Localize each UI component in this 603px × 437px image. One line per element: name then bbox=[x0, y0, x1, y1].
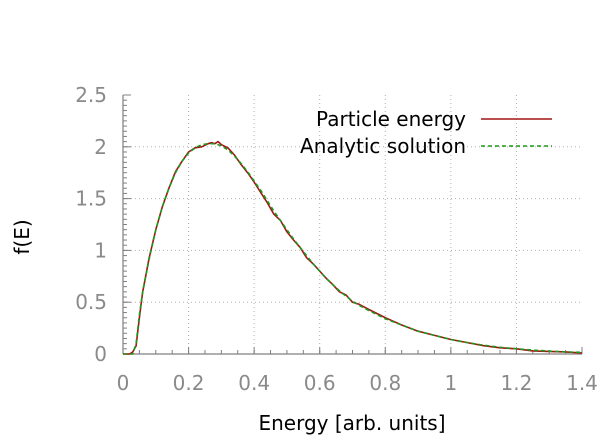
x-tick-label: 0.8 bbox=[369, 371, 401, 395]
x-tick-label: 0.6 bbox=[304, 371, 336, 395]
y-tick-label: 1 bbox=[94, 238, 107, 262]
x-axis-title: Energy [arb. units] bbox=[258, 411, 445, 435]
axes bbox=[122, 94, 583, 355]
x-tick-label: 0.2 bbox=[173, 371, 205, 395]
legend-label: Analytic solution bbox=[300, 134, 466, 158]
legend: Particle energy Analytic solution bbox=[300, 107, 552, 158]
x-tick-label: 1.4 bbox=[566, 371, 598, 395]
y-tick-label: 2 bbox=[94, 135, 107, 159]
x-tick-label: 0.4 bbox=[238, 371, 270, 395]
x-tick-label: 1 bbox=[444, 371, 457, 395]
y-tick-labels: 0 0.5 1 1.5 2 2.5 bbox=[75, 83, 107, 366]
x-tick-label: 0 bbox=[117, 371, 130, 395]
y-tick-label: 0.5 bbox=[75, 290, 107, 314]
y-tick-label: 0 bbox=[94, 342, 107, 366]
series-line-analytic-solution bbox=[123, 142, 583, 355]
legend-label: Particle energy bbox=[316, 107, 466, 131]
x-tick-labels: 0 0.2 0.4 0.6 0.8 1 1.2 1.4 bbox=[117, 371, 598, 395]
series bbox=[123, 140, 583, 355]
y-tick-label: 1.5 bbox=[75, 187, 107, 211]
y-axis-title: f(E) bbox=[10, 219, 34, 254]
y-tick-label: 2.5 bbox=[75, 83, 107, 107]
x-tick-label: 1.2 bbox=[501, 371, 533, 395]
series-line-particle-energy bbox=[123, 140, 583, 355]
